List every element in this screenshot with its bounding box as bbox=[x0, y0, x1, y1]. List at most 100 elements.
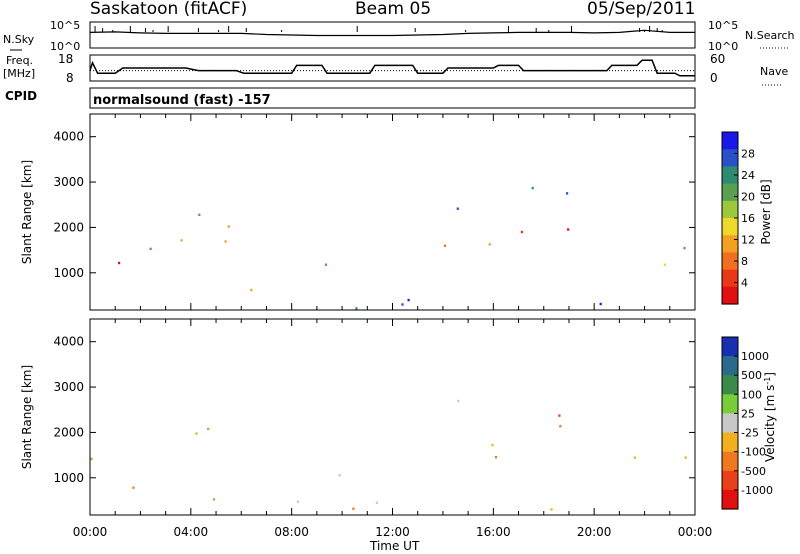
velocity-data-cell bbox=[491, 443, 494, 447]
velocity-data-cell bbox=[633, 456, 636, 459]
noise-left-tick-bottom: 10^0 bbox=[50, 40, 80, 53]
power-data-cell bbox=[180, 239, 183, 242]
power-colorbar-swatch bbox=[722, 235, 738, 253]
freq-right-tick-bottom: 0 bbox=[710, 71, 718, 85]
power-data-cell bbox=[443, 244, 447, 247]
power-colorbar-swatch bbox=[722, 166, 738, 185]
power-colorbar-tick-label: 24 bbox=[741, 169, 755, 182]
cpid-value: normalsound (fast) -157 bbox=[93, 93, 271, 108]
velocity-colorbar-tick-label: 500 bbox=[741, 369, 762, 382]
power-panel: 1000 2000 3000 4000 Slant Range [km] 28 24 20… bbox=[20, 113, 773, 311]
power-data-cell bbox=[566, 192, 569, 195]
velocity-data-cell bbox=[550, 508, 553, 511]
noise-left-label: N.Sky bbox=[3, 33, 35, 46]
power-data-cell bbox=[149, 247, 152, 251]
freq-left-label-1: Freq. bbox=[6, 54, 33, 67]
power-colorbar-label: Power [dB] bbox=[759, 179, 773, 244]
velocity-data-cell bbox=[213, 498, 216, 501]
freq-panel-frame bbox=[89, 54, 696, 82]
freq-left-tick-bottom: 8 bbox=[66, 71, 74, 85]
cpid-label: CPID bbox=[5, 89, 37, 103]
power-colorbar-swatch bbox=[722, 218, 738, 236]
freq-left-tick-top: 18 bbox=[58, 52, 73, 66]
velocity-colorbar-swatch bbox=[722, 356, 738, 376]
velocity-colorbar-tick-label: -100 bbox=[741, 446, 766, 459]
freq-line bbox=[89, 59, 695, 77]
power-data-cell bbox=[250, 288, 253, 292]
power-colorbar-tick-label: 28 bbox=[741, 148, 755, 161]
velocity-ytick-label: 1000 bbox=[53, 471, 84, 485]
velocity-data-cell bbox=[338, 474, 341, 477]
power-colorbar-swatch bbox=[722, 132, 738, 150]
velocity-colorbar-swatch bbox=[722, 432, 738, 453]
time-tick-label: 00:00 bbox=[678, 525, 713, 539]
velocity-data-cell bbox=[494, 456, 498, 459]
power-data-regions bbox=[118, 186, 686, 310]
velocity-data-cell bbox=[457, 399, 460, 403]
power-colorbar-tick-label: 16 bbox=[741, 212, 755, 225]
velocity-ytick-label: 2000 bbox=[53, 425, 84, 439]
noise-right-tick-bottom: 10^0 bbox=[708, 40, 738, 53]
freq-right-label: Nave bbox=[760, 65, 788, 78]
freq-panel: Freq. [MHz] 18 8 60 0 Nave bbox=[3, 52, 788, 86]
power-colorbar-swatch bbox=[722, 269, 738, 288]
velocity-colorbar-tick-label: -500 bbox=[741, 465, 766, 478]
velocity-panel: 1000 2000 3000 4000 Slant Range [km] 1000 50… bbox=[20, 318, 778, 516]
freq-right-tick-top: 60 bbox=[710, 52, 725, 66]
power-data-cell bbox=[407, 298, 410, 302]
power-colorbar-swatch bbox=[722, 183, 738, 202]
velocity-data-cell bbox=[132, 486, 135, 489]
velocity-panel-frame bbox=[89, 318, 696, 516]
power-data-cell bbox=[401, 303, 404, 306]
velocity-data-regions bbox=[90, 399, 687, 511]
velocity-colorbar-tick-label: 100 bbox=[741, 388, 762, 401]
velocity-data-cell bbox=[207, 427, 210, 431]
xlabel-time-ut: Time UT bbox=[369, 539, 420, 553]
power-data-cell bbox=[355, 307, 358, 310]
velocity-colorbar-tick-label: -1000 bbox=[741, 484, 773, 497]
noise-panel: N.Sky 10^5 10^0 10^5 10^0 N.Search bbox=[3, 19, 795, 53]
power-ytick-label: 4000 bbox=[53, 130, 84, 144]
power-ytick-label: 1000 bbox=[53, 266, 84, 280]
power-data-cell bbox=[224, 240, 227, 243]
power-data-cell bbox=[456, 207, 459, 210]
power-ytick-label: 2000 bbox=[53, 220, 84, 234]
power-colorbar-swatch bbox=[722, 286, 738, 305]
noise-right-label: N.Search bbox=[745, 29, 795, 42]
power-colorbar-tick-label: 20 bbox=[741, 191, 755, 204]
velocity-data-cell bbox=[195, 432, 198, 435]
velocity-colorbar-swatch bbox=[722, 470, 738, 491]
power-data-cell bbox=[531, 186, 534, 190]
velocity-colorbar-frame bbox=[721, 336, 739, 510]
power-ylabel: Slant Range [km] bbox=[20, 160, 34, 264]
velocity-colorbar-label: Velocity [m s-1] bbox=[763, 372, 778, 462]
cpid-frame bbox=[89, 87, 696, 109]
time-tick-label: 20:00 bbox=[577, 525, 612, 539]
velocity-ytick-label: 3000 bbox=[53, 380, 84, 394]
noise-right-tick-top: 10^5 bbox=[708, 19, 738, 32]
velocity-colorbar-swatch bbox=[722, 489, 738, 510]
power-colorbar-tick-label: 4 bbox=[741, 277, 748, 290]
power-panel-frame bbox=[89, 113, 696, 311]
velocity-data-cell bbox=[296, 500, 300, 503]
power-data-cell bbox=[567, 228, 570, 231]
power-colorbar-swatch bbox=[722, 252, 738, 271]
power-data-cell bbox=[488, 243, 491, 246]
beam-title: Beam 05 bbox=[355, 0, 431, 19]
velocity-colorbar-tick-label: -25 bbox=[741, 427, 759, 440]
time-tick-label: 04:00 bbox=[174, 525, 209, 539]
power-data-cell bbox=[324, 263, 328, 266]
velocity-ytick-label: 4000 bbox=[53, 335, 84, 349]
power-data-cell bbox=[520, 230, 523, 234]
power-data-cell bbox=[683, 246, 686, 250]
power-data-cell bbox=[118, 261, 121, 265]
power-colorbar-swatch bbox=[722, 149, 738, 167]
velocity-data-cell bbox=[684, 456, 687, 459]
power-colorbar-tick-label: 8 bbox=[741, 255, 748, 268]
velocity-colorbar-swatch bbox=[722, 451, 738, 472]
velocity-ylabel: Slant Range [km] bbox=[20, 365, 34, 469]
velocity-colorbar-swatch bbox=[722, 413, 738, 434]
noise-panel-frame bbox=[89, 21, 696, 49]
time-tick-label: 00:00 bbox=[73, 525, 108, 539]
